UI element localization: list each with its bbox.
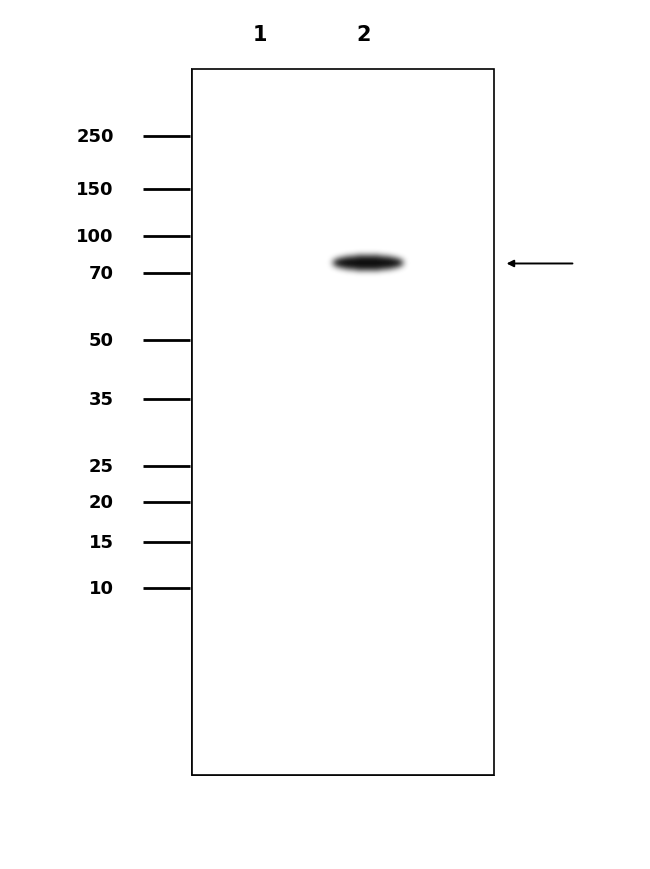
Text: 150: 150 bbox=[76, 181, 114, 198]
Text: 1: 1 bbox=[253, 25, 267, 44]
Text: 250: 250 bbox=[76, 128, 114, 145]
Text: 50: 50 bbox=[89, 332, 114, 349]
Text: 35: 35 bbox=[89, 391, 114, 408]
Bar bbox=[192, 70, 494, 775]
Text: 2: 2 bbox=[357, 25, 371, 44]
Text: 70: 70 bbox=[89, 265, 114, 282]
Text: 25: 25 bbox=[89, 458, 114, 475]
Text: 15: 15 bbox=[89, 534, 114, 551]
Bar bbox=[192, 70, 494, 775]
Text: 10: 10 bbox=[89, 580, 114, 597]
Text: 20: 20 bbox=[89, 494, 114, 511]
Text: 100: 100 bbox=[76, 228, 114, 245]
